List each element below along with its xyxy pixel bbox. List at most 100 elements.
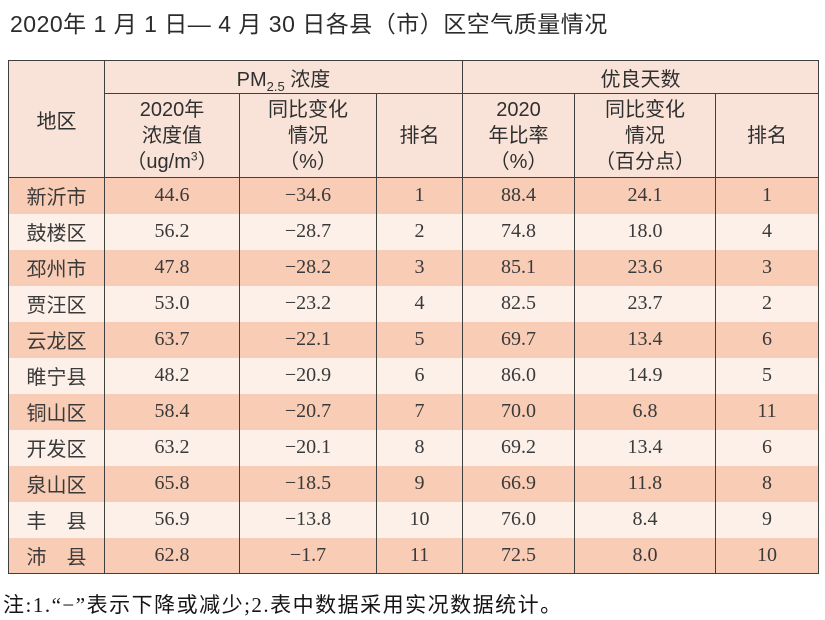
days-rank-cell: 10	[715, 537, 819, 574]
table-row: 开发区 63.2 −20.1 8 69.2 13.4 6	[8, 429, 819, 466]
pm-change-cell: −34.6	[239, 177, 377, 214]
days-change-cell: 8.4	[574, 501, 716, 538]
header-days-change: 同比变化 情况 （百分点）	[574, 93, 716, 178]
ratio-cell: 88.4	[462, 177, 575, 214]
header-region: 地区	[8, 60, 105, 178]
region-cell: 睢宁县	[8, 357, 105, 394]
header-concentration-line2: 浓度值	[142, 124, 202, 147]
ratio-cell: 82.5	[462, 285, 575, 322]
header-pm-change-line2: 情况	[288, 124, 328, 147]
header-concentration-unit: （ug/m3）	[105, 149, 239, 175]
days-change-cell: 23.7	[574, 285, 716, 322]
region-cell: 泉山区	[8, 465, 105, 502]
pm-change-cell: −20.1	[239, 429, 377, 466]
days-change-cell: 14.9	[574, 357, 716, 394]
days-change-cell: 13.4	[574, 321, 716, 358]
days-rank-cell: 4	[715, 213, 819, 250]
pm-change-cell: −20.9	[239, 357, 377, 394]
unit-prefix: （ug/m	[126, 150, 191, 173]
header-pm-change: 同比变化 情况 （%）	[239, 93, 377, 178]
pm-rank-cell: 11	[376, 537, 463, 574]
pm-rank-cell: 6	[376, 357, 463, 394]
pm-value-cell: 53.0	[104, 285, 240, 322]
days-rank-cell: 5	[715, 357, 819, 394]
header-days-change-line1: 同比变化	[605, 98, 685, 121]
pm-rank-cell: 3	[376, 249, 463, 286]
header-days-rank: 排名	[715, 93, 819, 178]
pm-value-cell: 47.8	[104, 249, 240, 286]
header-pm-group: PM2.5 浓度	[104, 60, 463, 94]
group-header-row: 地区 PM2.5 浓度 优良天数	[8, 60, 819, 178]
pm-value-cell: 56.9	[104, 501, 240, 538]
ratio-cell: 69.7	[462, 321, 575, 358]
pm-group-prefix: PM	[236, 68, 267, 91]
region-cell: 铜山区	[8, 393, 105, 430]
pm-value-cell: 65.8	[104, 465, 240, 502]
pm-change-cell: −28.7	[239, 213, 377, 250]
pm-group-suffix: 浓度	[284, 68, 331, 91]
ratio-cell: 86.0	[462, 357, 575, 394]
pm-value-cell: 56.2	[104, 213, 240, 250]
pm-change-cell: −22.1	[239, 321, 377, 358]
days-change-cell: 8.0	[574, 537, 716, 574]
region-cell: 云龙区	[8, 321, 105, 358]
unit-superscript: 3	[190, 148, 198, 163]
header-days-change-unit: （百分点）	[595, 150, 695, 173]
pm-change-cell: −28.2	[239, 249, 377, 286]
header-days-change-line2: 情况	[625, 124, 665, 147]
sub-header-row: 2020年 浓度值 （ug/m3） 同比变化 情况 （%） 排名 2020 年比…	[9, 93, 819, 178]
header-pm-rank: 排名	[376, 93, 463, 178]
days-rank-cell: 3	[715, 249, 819, 286]
table-row: 泉山区 65.8 −18.5 9 66.9 11.8 8	[8, 465, 819, 502]
table-row: 邳州市 47.8 −28.2 3 85.1 23.6 3	[8, 249, 819, 286]
days-rank-cell: 6	[715, 321, 819, 358]
pm-change-cell: −18.5	[239, 465, 377, 502]
ratio-cell: 72.5	[462, 537, 575, 574]
days-change-cell: 24.1	[574, 177, 716, 214]
pm-change-cell: −1.7	[239, 537, 377, 574]
days-change-cell: 11.8	[574, 465, 716, 502]
ratio-cell: 74.8	[462, 213, 575, 250]
table-row: 鼓楼区 56.2 −28.7 2 74.8 18.0 4	[8, 213, 819, 250]
footnote: 注:1.“−”表示下降或减少;2.表中数据采用实况数据统计。	[3, 593, 563, 617]
header-ratio: 2020 年比率 （%）	[462, 93, 575, 178]
region-cell: 丰 县	[8, 501, 105, 538]
pm-group-subscript: 2.5	[266, 78, 285, 94]
pm-value-cell: 62.8	[104, 537, 240, 574]
table-row: 云龙区 63.7 −22.1 5 69.7 13.4 6	[8, 321, 819, 358]
table-body: 新沂市 44.6 −34.6 1 88.4 24.1 1 鼓楼区 56.2 −28.7 2 74.8 1…	[8, 177, 819, 574]
pm-rank-cell: 4	[376, 285, 463, 322]
pm-value-cell: 44.6	[104, 177, 240, 214]
ratio-cell: 76.0	[462, 501, 575, 538]
ratio-cell: 85.1	[462, 249, 575, 286]
unit-suffix: ）	[197, 150, 218, 173]
air-quality-table: 地区 PM2.5 浓度 优良天数 2020年 浓度值 （ug/m3） 同比变化 …	[8, 60, 819, 574]
ratio-cell: 70.0	[462, 393, 575, 430]
pm-value-cell: 63.7	[104, 321, 240, 358]
pm-change-cell: −20.7	[239, 393, 377, 430]
table-row: 铜山区 58.4 −20.7 7 70.0 6.8 11	[8, 393, 819, 430]
ratio-cell: 69.2	[462, 429, 575, 466]
days-rank-cell: 8	[715, 465, 819, 502]
pm-change-cell: −13.8	[239, 501, 377, 538]
pm-value-cell: 48.2	[104, 357, 240, 394]
pm-rank-cell: 9	[376, 465, 463, 502]
header-ratio-line2: 年比率	[488, 124, 549, 147]
table-row: 丰 县 56.9 −13.8 10 76.0 8.4 9	[8, 501, 819, 538]
table-row: 贾汪区 53.0 −23.2 4 82.5 23.7 2	[8, 285, 819, 322]
pm-rank-cell: 8	[376, 429, 463, 466]
days-rank-cell: 11	[715, 393, 819, 430]
table-row: 沛 县 62.8 −1.7 11 72.5 8.0 10	[8, 537, 819, 574]
table-row: 新沂市 44.6 −34.6 1 88.4 24.1 1	[8, 177, 819, 214]
header-concentration: 2020年 浓度值 （ug/m3）	[104, 93, 240, 178]
region-cell: 开发区	[8, 429, 105, 466]
days-rank-cell: 2	[715, 285, 819, 322]
days-change-cell: 6.8	[574, 393, 716, 430]
days-change-cell: 18.0	[574, 213, 716, 250]
header-gooddays-group: 优良天数	[462, 60, 819, 94]
pm-rank-cell: 1	[376, 177, 463, 214]
pm-rank-cell: 5	[376, 321, 463, 358]
region-cell: 贾汪区	[8, 285, 105, 322]
pm-rank-cell: 10	[376, 501, 463, 538]
